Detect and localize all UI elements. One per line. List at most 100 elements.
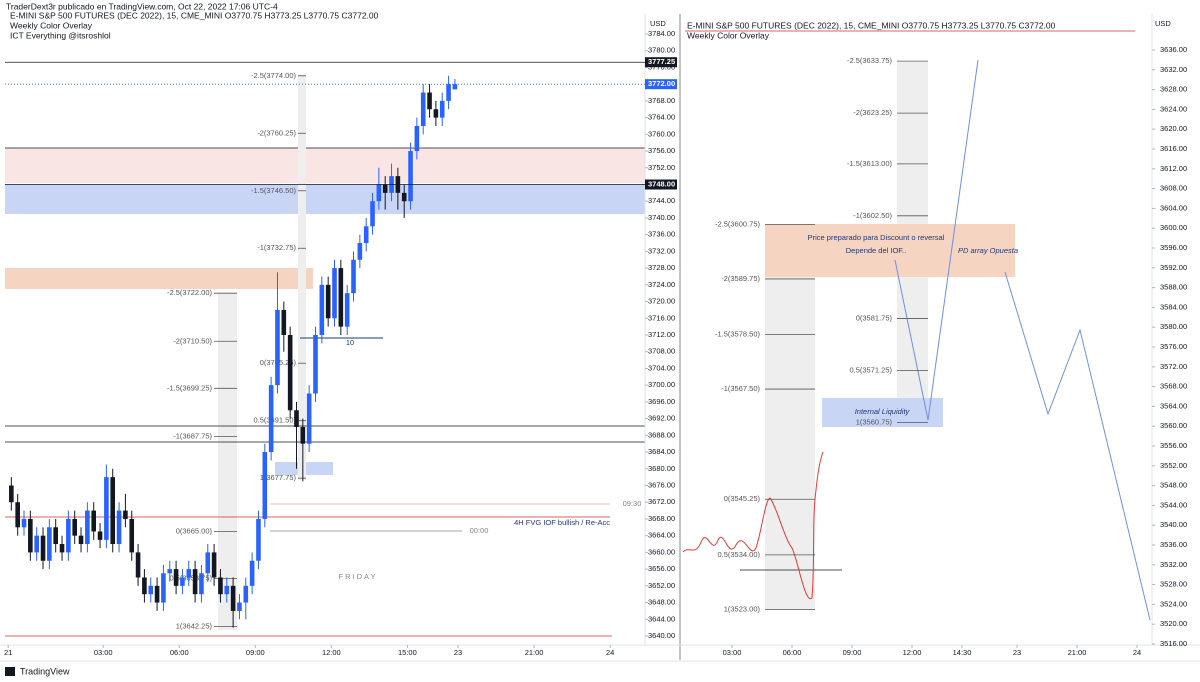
x-tick-label: 06:00	[170, 648, 189, 657]
candle-body	[47, 527, 52, 561]
y-tick-label: 3728.00	[648, 263, 675, 272]
candle-body	[237, 602, 242, 611]
y-tick-label: 3664.00	[648, 531, 675, 540]
candle-body	[53, 527, 58, 545]
y-tick-label: 3684.00	[648, 447, 675, 456]
legend-line: ICT Everything @itsroshlol	[10, 30, 111, 40]
candle-body	[256, 518, 261, 561]
candle-body	[224, 585, 230, 595]
y-tick-label: 3528.00	[1160, 580, 1187, 589]
candle-body	[123, 510, 128, 519]
candle-body	[452, 84, 458, 90]
y-tick-label: 3764.00	[648, 113, 675, 122]
candle-body	[420, 92, 426, 126]
y-tick-label: 3756.00	[648, 146, 675, 155]
fib-label: -2(3760.25)	[257, 128, 296, 137]
candle-body	[401, 192, 407, 202]
candle-body	[205, 552, 211, 574]
fib-label: 1(3677.75)	[260, 473, 297, 482]
y-tick-label: 3636.00	[1160, 45, 1187, 54]
y-tick-label: 3692.00	[648, 414, 675, 423]
fib-band	[298, 75, 306, 480]
y-tick-label: 3620.00	[1160, 124, 1187, 133]
candle-body	[243, 585, 249, 603]
y-tick-label: 3552.00	[1160, 461, 1187, 470]
y-tick-label: 3660.00	[648, 547, 675, 556]
y-tick-label: 3716.00	[648, 313, 675, 322]
y-tick-label: 3708.00	[648, 347, 675, 356]
candle-body	[300, 426, 306, 444]
y-tick-label: 3604.00	[1160, 203, 1187, 212]
y-tick-label: 3584.00	[1160, 302, 1187, 311]
candle-body	[382, 184, 388, 193]
y-tick-label: 3608.00	[1160, 184, 1187, 193]
currency: USD	[650, 19, 666, 28]
annotation: FRIDAY	[339, 572, 378, 581]
y-tick-label: 3744.00	[648, 196, 675, 205]
price-tag-label: 3777.25	[648, 57, 675, 66]
candle-body	[294, 410, 299, 427]
candle-body	[306, 393, 312, 444]
y-tick-label: 3536.00	[1160, 540, 1187, 549]
candle-body	[344, 293, 350, 327]
x-tick-label: 14:30	[953, 648, 972, 657]
fib-label: 0(3545.25)	[724, 494, 761, 503]
publisher: TraderDext3r publicado en TradingView.co…	[6, 1, 278, 11]
x-tick-label: 03:00	[94, 648, 113, 657]
annotation: 10	[346, 338, 354, 347]
fib-label: 1(3560.75)	[856, 417, 893, 426]
price-tag	[645, 79, 677, 90]
annotation: 4H FVG IOF bullish / Re-Acc	[514, 518, 610, 527]
legend-line: E-MINI S&P 500 FUTURES (DEC 2022), 15, C…	[10, 10, 379, 20]
y-tick-label: 3652.00	[648, 581, 675, 590]
candle-body	[408, 151, 413, 202]
candle-body	[167, 569, 173, 574]
y-tick-label: 3648.00	[648, 598, 675, 607]
annotation: Price preparado para Discount o reversal	[808, 233, 945, 242]
y-tick-label: 3732.00	[648, 246, 675, 255]
candle-body	[21, 518, 27, 528]
candle-body	[186, 569, 192, 578]
y-tick-label: 3624.00	[1160, 104, 1187, 113]
candle-body	[351, 259, 356, 294]
y-tick-label: 3548.00	[1160, 481, 1187, 490]
y-tick-label: 3592.00	[1160, 263, 1187, 272]
price-tag	[645, 179, 677, 190]
x-tick-label: 12:00	[322, 648, 341, 657]
fib-label: -2.5(3633.75)	[847, 56, 893, 65]
candle-body	[180, 577, 185, 586]
fib-label: -1.5(3613.00)	[847, 159, 893, 168]
candle-body	[218, 577, 223, 595]
annotation: 09:30	[623, 499, 642, 508]
candle-body	[211, 552, 217, 578]
candle-body	[249, 560, 255, 586]
y-tick-label: 3736.00	[648, 230, 675, 239]
projection	[1004, 271, 1151, 621]
candle-body	[28, 518, 33, 553]
fib-label: -2.5(3600.75)	[715, 219, 761, 228]
candle-body	[370, 201, 375, 227]
brand: TradingView	[20, 666, 70, 676]
annotation: PD array Opuesta	[958, 246, 1018, 255]
x-tick-label: 03:00	[723, 648, 742, 657]
candle-body	[275, 309, 280, 386]
candle-body	[338, 268, 344, 327]
candle-body	[78, 535, 84, 545]
y-tick-label: 3760.00	[648, 129, 675, 138]
y-tick-label: 3576.00	[1160, 342, 1187, 351]
y-tick-label: 3724.00	[648, 280, 675, 289]
candle-body	[414, 125, 420, 152]
y-tick-label: 3568.00	[1160, 382, 1187, 391]
y-tick-label: 3532.00	[1160, 560, 1187, 569]
fib-label: -1.5(3578.50)	[715, 330, 761, 339]
fvg-zone	[5, 184, 645, 214]
legend-line: Weekly Color Overlay	[10, 20, 93, 30]
candle-body	[9, 485, 14, 503]
price-tag	[645, 57, 677, 68]
annotation: Depende del IOF..	[846, 246, 906, 255]
fib-label: 1(3642.25)	[176, 622, 213, 631]
fib-band	[765, 224, 815, 610]
fib-label: -2.5(3774.00)	[251, 71, 297, 80]
